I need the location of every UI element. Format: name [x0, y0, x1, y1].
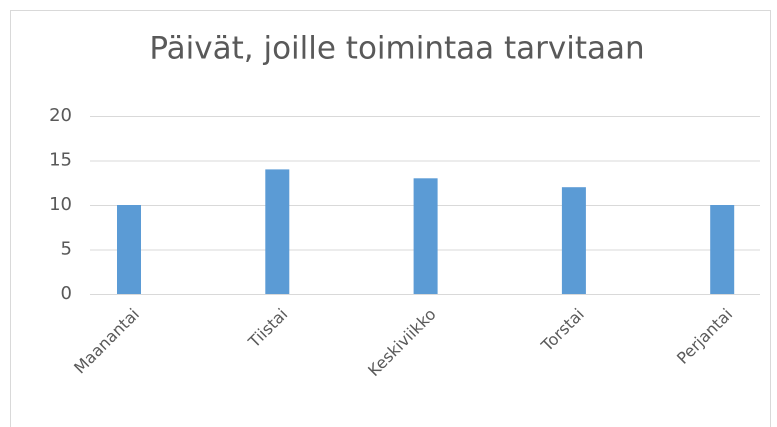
y-tick-label: 5	[61, 239, 72, 260]
y-tick-label: 20	[49, 105, 72, 126]
bar	[117, 205, 141, 294]
y-tick-label: 10	[49, 194, 72, 215]
bar	[413, 178, 438, 294]
bar	[561, 187, 586, 294]
y-tick-label: 0	[61, 283, 72, 304]
y-tick-label: 15	[49, 150, 72, 171]
bar	[265, 169, 290, 294]
chart-title: Päivät, joille toimintaa tarvitaan	[149, 31, 644, 67]
bar	[710, 205, 735, 294]
